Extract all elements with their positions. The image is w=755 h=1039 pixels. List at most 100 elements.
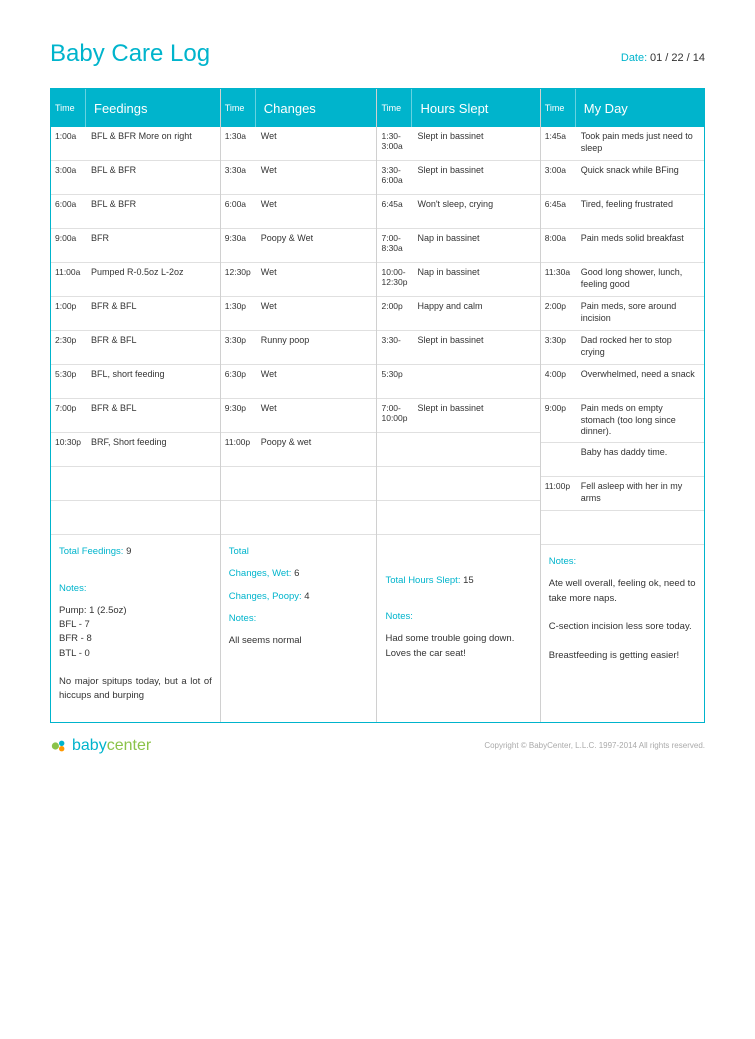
table-row: 7:00pBFR & BFL [51,399,220,433]
content-cell: Pain meds, sore around incision [575,297,704,330]
total-sleep-value: 15 [463,575,474,586]
table-row: 11:00aPumped R-0.5oz L-2oz [51,263,220,297]
table-row: 5:30pBFL, short feeding [51,365,220,399]
main-header: My Day [575,89,704,127]
time-cell: 11:00a [51,263,85,296]
logo-icon [50,737,68,755]
content-cell: Tired, feeling frustrated [575,195,704,228]
table-row: 8:00aPain meds solid breakfast [541,229,704,263]
main-header: Hours Slept [411,89,539,127]
time-cell: 5:30p [377,365,411,398]
poopy-value: 4 [304,591,309,602]
content-cell: Happy and calm [411,297,539,330]
time-cell: 11:00p [221,433,255,466]
table-row: 3:30pRunny poop [221,331,377,365]
time-cell: 1:30p [221,297,255,330]
column-sleep: Time Hours Slept 1:30-3:00aSlept in bass… [377,89,540,722]
time-cell: 4:00p [541,365,575,398]
content-cell: Took pain meds just need to sleep [575,127,704,160]
time-cell: 7:00-8:30a [377,229,411,262]
table-row [377,467,539,501]
column-feedings: Time Feedings 1:00aBFL & BFR More on rig… [51,89,221,722]
time-cell: 7:00p [51,399,85,432]
content-cell: Wet [255,399,377,432]
date-value: 01 / 22 / 14 [650,52,705,64]
wet-label: Changes, Wet: [229,568,292,579]
time-cell: 12:30p [221,263,255,296]
content-cell: Poopy & wet [255,433,377,466]
table-row [221,501,377,535]
date-label: Date: [621,52,647,64]
time-cell: 6:00a [221,195,255,228]
feedings-notes: Pump: 1 (2.5oz) BFL - 7 BFR - 8 BTL - 0 … [59,604,212,704]
content-cell [255,467,377,500]
copyright: Copyright © BabyCenter, L.L.C. 1997-2014… [484,741,705,750]
time-cell [377,433,411,466]
time-cell: 10:30p [51,433,85,466]
table-row: 1:30pWet [221,297,377,331]
content-cell [411,433,539,466]
content-cell: Good long shower, lunch, feeling good [575,263,704,296]
time-cell: 1:30-3:00a [377,127,411,160]
logo-text-1: baby [72,737,107,755]
content-cell: Slept in bassinet [411,399,539,432]
table-row: 6:00aBFL & BFR [51,195,220,229]
content-cell: Dad rocked her to stop crying [575,331,704,364]
content-cell: Pain meds on empty stomach (too long sin… [575,399,704,442]
time-cell: 1:00p [51,297,85,330]
time-cell: 2:00p [377,297,411,330]
sleep-notes-label: Notes: [385,610,531,624]
time-cell: 9:30p [221,399,255,432]
content-cell: Wet [255,365,377,398]
time-cell: 3:00a [541,161,575,194]
content-cell [575,511,704,544]
time-cell [51,501,85,534]
changes-rows: 1:30aWet3:30aWet6:00aWet9:30aPoopy & Wet… [221,127,377,535]
content-cell: Poopy & Wet [255,229,377,262]
table-row: 1:00pBFR & BFL [51,297,220,331]
content-cell [411,501,539,534]
content-cell: Baby has daddy time. [575,443,704,476]
sleep-summary: Total Hours Slept: 15 Notes: Had some tr… [377,535,539,722]
time-cell [377,501,411,534]
feedings-rows: 1:00aBFL & BFR More on right3:00aBFL & B… [51,127,220,535]
table-row [377,433,539,467]
content-cell: Won't sleep, crying [411,195,539,228]
time-cell: 2:00p [541,297,575,330]
table-row: 11:00pFell asleep with her in my arms [541,477,704,511]
content-cell: Overwhelmed, need a snack [575,365,704,398]
time-cell: 6:45a [377,195,411,228]
content-cell: BFL, short feeding [85,365,220,398]
table-row: 3:00aQuick snack while BFing [541,161,704,195]
content-cell [411,467,539,500]
time-cell: 9:00a [51,229,85,262]
time-cell: 9:00p [541,399,575,442]
time-cell: 3:30p [221,331,255,364]
content-cell: BFL & BFR More on right [85,127,220,160]
myday-summary: Notes: Ate well overall, feeling ok, nee… [541,545,704,721]
content-cell [411,365,539,398]
time-cell: 3:30a [221,161,255,194]
content-cell: BFL & BFR [85,195,220,228]
content-cell [85,501,220,534]
logo-text-2: center [107,737,151,755]
time-cell [541,511,575,544]
myday-rows: 1:45aTook pain meds just need to sleep3:… [541,127,704,545]
table-row: 6:30pWet [221,365,377,399]
table-row: 3:30aWet [221,161,377,195]
table-row: 2:00pHappy and calm [377,297,539,331]
sleep-notes: Had some trouble going down. Loves the c… [385,632,531,661]
table-row: 9:30aPoopy & Wet [221,229,377,263]
total-changes-label: Total [229,545,369,559]
content-cell: Runny poop [255,331,377,364]
content-cell: Wet [255,297,377,330]
content-cell: Fell asleep with her in my arms [575,477,704,510]
time-cell: 5:30p [51,365,85,398]
time-cell [377,467,411,500]
time-cell [51,467,85,500]
myday-notes: Ate well overall, feeling ok, need to ta… [549,577,696,663]
time-header: Time [541,103,575,113]
time-cell: 11:00p [541,477,575,510]
column-myday: Time My Day 1:45aTook pain meds just nee… [541,89,704,722]
column-changes: Time Changes 1:30aWet3:30aWet6:00aWet9:3… [221,89,378,722]
